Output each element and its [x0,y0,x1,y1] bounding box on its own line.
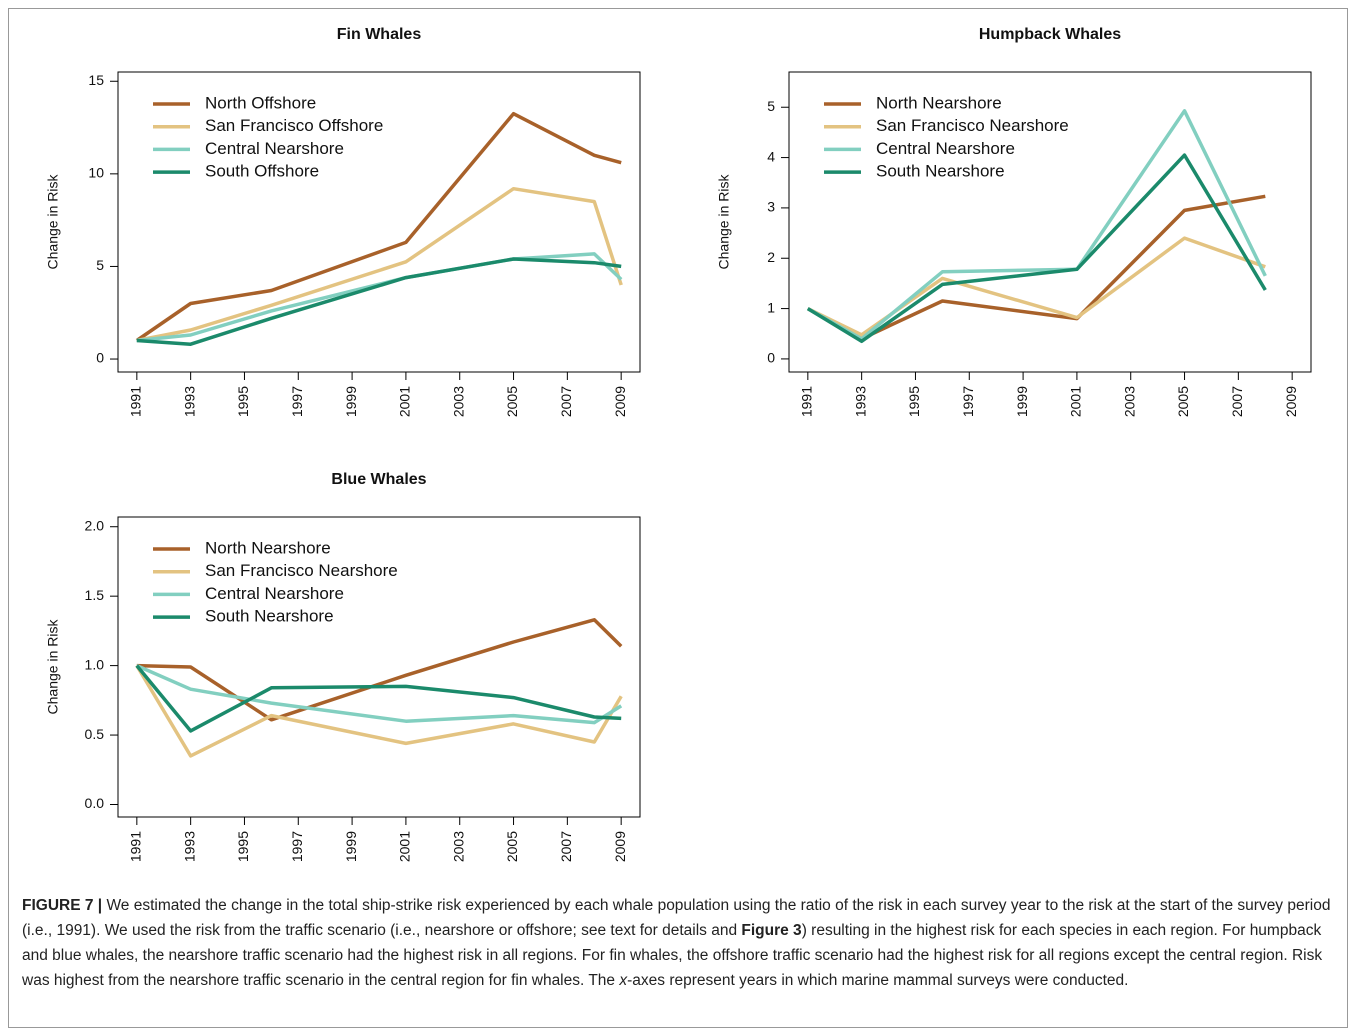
x-tick-label: 2007 [558,831,574,862]
legend-label: South Nearshore [876,162,1005,181]
y-tick-label: 2.0 [85,517,105,533]
panel-title: Fin Whales [337,26,422,43]
legend-label: Central Nearshore [205,584,344,603]
series-line [806,153,1267,344]
series-line [136,257,622,346]
x-tick-label: 1995 [906,386,922,417]
y-tick-label: 0 [767,350,775,366]
x-tick-label: 2003 [450,386,466,417]
x-tick-label: 2005 [504,386,520,417]
x-tick-label: 2007 [1229,386,1245,417]
x-tick-label: 2005 [1175,386,1191,417]
x-tick-label: 2009 [612,386,628,417]
y-tick-label: 2 [767,249,775,265]
x-tick-label: 1993 [181,831,197,862]
plot-box [788,71,1312,373]
plot-box [117,71,641,373]
y-tick-label: 1.5 [85,587,105,603]
series-line [136,618,623,722]
x-tick-label: 1991 [128,831,144,862]
y-tick-label: 1 [767,299,775,315]
y-tick-label: 0 [96,350,104,366]
x-tick-label: 2009 [1283,386,1299,417]
x-tick-label: 2005 [504,831,520,862]
caption-label: FIGURE 7 | [22,897,103,914]
legend-label: South Offshore [205,162,319,181]
x-tick-label: 2003 [1121,386,1137,417]
caption-axis: x [619,972,628,989]
x-tick-label: 1997 [289,386,305,417]
y-tick-label: 4 [767,148,775,164]
caption: FIGURE 7 | We estimated the change in th… [22,893,1337,993]
series-line [806,194,1266,341]
y-axis-label: Change in Risk [45,174,61,270]
caption-ref: Figure 3 [741,922,802,939]
y-axis-label: Change in Risk [716,174,732,270]
y-tick-label: 0.5 [85,726,105,742]
legend-label: Central Nearshore [205,139,344,158]
y-tick-label: 5 [96,257,104,273]
panel-title: Humpback Whales [979,26,1121,43]
series-line [136,663,623,725]
legend-label: Central Nearshore [876,139,1015,158]
x-tick-label: 1999 [343,386,359,417]
x-tick-label: 2007 [558,386,574,417]
y-tick-label: 0.0 [85,795,105,811]
y-axis-label: Change in Risk [45,619,61,715]
y-tick-label: 5 [767,98,775,114]
plot-box [117,516,641,818]
x-tick-label: 2001 [1068,386,1084,417]
series-line [807,236,1266,337]
series-line [136,186,623,343]
x-tick-label: 1999 [343,831,359,862]
series-line [135,111,622,342]
x-tick-label: 1995 [235,831,251,862]
panel-title: Blue Whales [331,471,426,488]
x-tick-label: 1997 [289,831,305,862]
y-tick-label: 1.0 [85,656,105,672]
x-tick-label: 2009 [612,831,628,862]
y-tick-label: 3 [767,199,775,215]
x-tick-label: 2001 [397,386,413,417]
series-line [135,664,622,733]
x-tick-label: 1995 [235,386,251,417]
caption-text: We estimated the change in the total shi… [22,897,1331,939]
x-tick-label: 2001 [397,831,413,862]
legend-label: San Francisco Nearshore [876,116,1069,135]
legend-label: San Francisco Nearshore [205,561,398,580]
x-tick-label: 1997 [960,386,976,417]
legend-label: North Nearshore [876,93,1002,112]
caption-text: ) resulting in the highest risk for each… [22,922,1323,989]
caption-text: -axes represent years in which marine ma… [627,972,1129,989]
x-tick-label: 1993 [852,386,868,417]
legend-label: South Nearshore [205,607,334,626]
series-line [135,664,623,758]
x-tick-label: 1999 [1014,386,1030,417]
series-line [806,109,1267,341]
x-tick-label: 1991 [128,386,144,417]
x-tick-label: 2003 [450,831,466,862]
legend-label: San Francisco Offshore [205,116,383,135]
legend-label: North Nearshore [205,538,331,557]
legend-label: North Offshore [205,93,316,112]
y-tick-label: 10 [88,165,104,181]
x-tick-label: 1993 [181,386,197,417]
series-line [136,252,623,343]
y-tick-label: 15 [88,72,104,88]
x-tick-label: 1991 [799,386,815,417]
figure-frame [8,8,1348,1028]
